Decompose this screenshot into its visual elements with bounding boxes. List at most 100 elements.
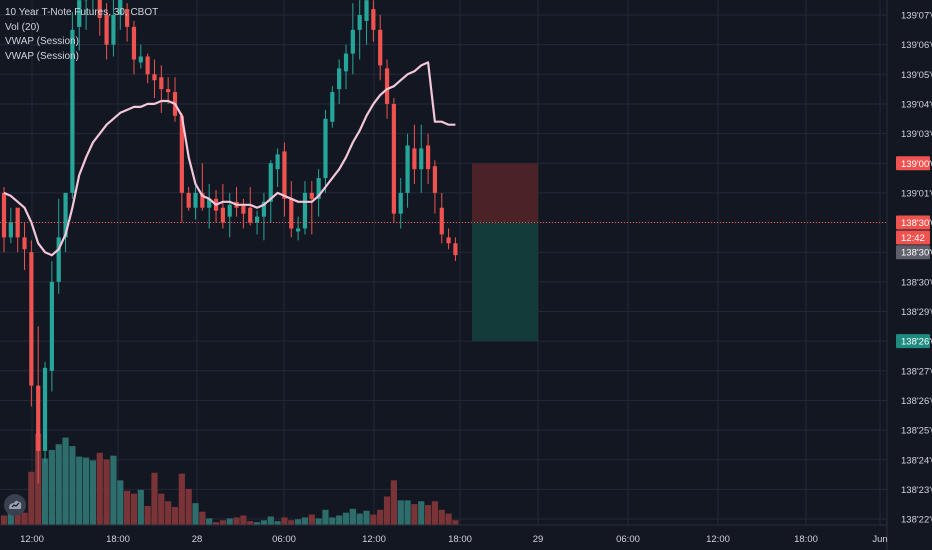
position-zones[interactable]: [472, 163, 538, 342]
candle: [357, 0, 362, 60]
price-tick-label: 138'23'0: [901, 485, 932, 496]
candle-body: [412, 148, 417, 170]
volume-bar: [281, 517, 288, 525]
stop-price-label: 139'00'0: [896, 156, 932, 171]
volume-bar: [322, 509, 329, 525]
grid: [0, 0, 887, 525]
volume-bar: [308, 514, 315, 525]
volume-bar: [260, 520, 268, 525]
candle-body: [254, 216, 260, 223]
volume-bar: [89, 460, 97, 525]
candle: [118, 0, 123, 30]
candle: [425, 133, 431, 185]
candle: [248, 186, 253, 226]
candle: [145, 53, 150, 84]
stop-price-label-text: 139'00'0: [901, 159, 932, 170]
volume-bar: [342, 512, 350, 525]
candle-body: [371, 9, 376, 30]
candle: [186, 186, 191, 211]
candle: [152, 59, 157, 99]
candle: [275, 148, 280, 187]
candle: [241, 198, 246, 229]
candle-body: [384, 68, 390, 104]
price-tick-label: 138'29'0: [901, 307, 932, 318]
candle-body: [357, 15, 362, 30]
candle: [446, 228, 451, 250]
candle: [138, 44, 143, 69]
volume-indicator-label[interactable]: Vol (20): [5, 21, 40, 33]
volume-bar: [76, 456, 83, 525]
target-price-label: 138'26'0: [896, 334, 932, 349]
candle-body: [63, 192, 68, 238]
volume-bar: [0, 515, 8, 525]
candle: [289, 181, 294, 238]
candle-body: [42, 367, 48, 451]
volume-bar: [21, 512, 28, 525]
volume-bar: [124, 490, 131, 525]
price-axis-bg: [887, 0, 932, 550]
volume-bar: [397, 500, 404, 525]
volume-bar: [212, 522, 220, 525]
candle-body: [261, 201, 267, 217]
volume-bar: [301, 517, 309, 525]
candle: [207, 184, 212, 229]
candle-body: [227, 204, 232, 217]
last-price-label: 138'30'0: [896, 215, 932, 230]
candle: [330, 86, 335, 128]
candle: [200, 163, 205, 211]
candle: [42, 361, 48, 463]
candle-body: [138, 56, 143, 63]
price-tick-label: 138'25'0: [901, 426, 932, 437]
vwap-indicator-label[interactable]: VWAP (Session): [5, 36, 79, 47]
candle: [432, 160, 438, 214]
volume-bar: [158, 493, 165, 525]
tradingview-logo-icon[interactable]: [4, 494, 26, 516]
candle: [77, 0, 82, 51]
candle: [159, 65, 164, 113]
price-tick-label: 139'03'0: [901, 129, 932, 140]
volume-bar: [69, 446, 76, 525]
price-tick-label: 138'30'0: [901, 277, 932, 288]
volume-bars: [0, 433, 459, 525]
candle-body: [350, 29, 355, 54]
candle-body: [378, 29, 383, 66]
volume-bar: [96, 452, 103, 525]
vwap-path: [3, 61, 456, 257]
target-price-label-bg: [896, 334, 930, 349]
volume-bar: [62, 437, 69, 525]
time-tick-label: 06:00: [616, 534, 640, 545]
price-tick-label: 138'22'0: [901, 515, 932, 526]
chart-legend: 10 Year T-Note Futures, 30, CBOT Vol (20…: [5, 6, 158, 64]
volume-bar: [226, 518, 233, 525]
volume-bar: [329, 517, 336, 525]
volume-bar: [55, 444, 62, 525]
candle-body: [159, 77, 164, 90]
volume-bar: [267, 516, 274, 525]
last-price-label-text: 138'30'0: [901, 218, 932, 229]
price-tick-label: 138'24'0: [901, 455, 932, 466]
candle-body: [364, 0, 369, 21]
candle: [378, 15, 383, 81]
volume-bar: [363, 510, 370, 525]
vwap-indicator-label-2[interactable]: VWAP (Session): [5, 50, 79, 62]
volume-bar: [206, 518, 213, 525]
candle-body: [453, 243, 458, 256]
volume-bar: [431, 501, 439, 525]
candle: [316, 169, 321, 217]
candle-body: [323, 118, 328, 179]
candle-body: [296, 228, 301, 232]
volume-bar: [192, 503, 199, 525]
volume-bar: [48, 449, 55, 525]
vwap-line: [3, 61, 456, 257]
price-tick-label: 139'07'0: [901, 11, 932, 22]
symbol-title[interactable]: 10 Year T-Note Futures, 30, CBOT: [5, 7, 159, 18]
candle-body: [29, 252, 34, 386]
candle-body: [56, 237, 61, 282]
volume-bar: [7, 511, 14, 525]
candle: [70, 12, 75, 199]
volume-bar: [411, 504, 418, 525]
volume-bar: [288, 520, 295, 525]
